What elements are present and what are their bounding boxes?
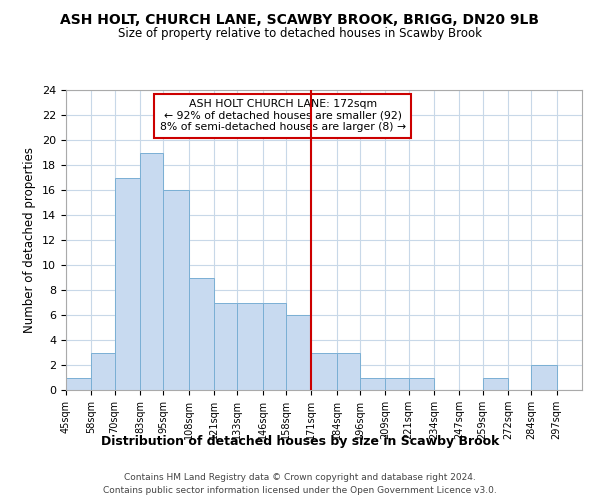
- Bar: [337, 352, 360, 390]
- Bar: [360, 378, 385, 390]
- Bar: [263, 302, 286, 390]
- Text: ASH HOLT CHURCH LANE: 172sqm
← 92% of detached houses are smaller (92)
8% of sem: ASH HOLT CHURCH LANE: 172sqm ← 92% of de…: [160, 99, 406, 132]
- Text: Distribution of detached houses by size in Scawby Brook: Distribution of detached houses by size …: [101, 435, 499, 448]
- Bar: [188, 278, 214, 390]
- Text: ASH HOLT, CHURCH LANE, SCAWBY BROOK, BRIGG, DN20 9LB: ASH HOLT, CHURCH LANE, SCAWBY BROOK, BRI…: [61, 12, 539, 26]
- Bar: [532, 365, 557, 390]
- Bar: [140, 152, 163, 390]
- Text: Size of property relative to detached houses in Scawby Brook: Size of property relative to detached ho…: [118, 28, 482, 40]
- Bar: [115, 178, 140, 390]
- Bar: [214, 302, 238, 390]
- Bar: [409, 378, 434, 390]
- Bar: [286, 315, 311, 390]
- Y-axis label: Number of detached properties: Number of detached properties: [23, 147, 37, 333]
- Bar: [385, 378, 409, 390]
- Bar: [238, 302, 263, 390]
- Bar: [91, 352, 115, 390]
- Bar: [163, 190, 188, 390]
- Bar: [482, 378, 508, 390]
- Text: Contains HM Land Registry data © Crown copyright and database right 2024.: Contains HM Land Registry data © Crown c…: [124, 472, 476, 482]
- Bar: [311, 352, 337, 390]
- Bar: [66, 378, 91, 390]
- Text: Contains public sector information licensed under the Open Government Licence v3: Contains public sector information licen…: [103, 486, 497, 495]
